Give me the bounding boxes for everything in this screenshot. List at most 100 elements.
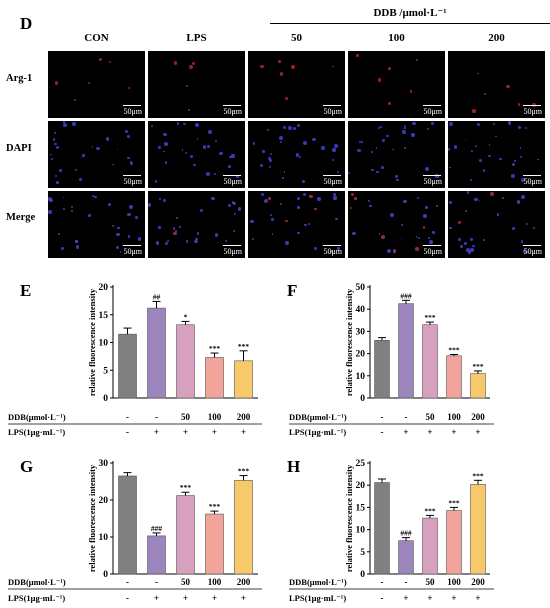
- fluorescence-spot: [537, 158, 539, 161]
- fluorescence-spot: [73, 98, 77, 102]
- fluorescence-spot: [112, 225, 115, 228]
- fluorescence-spot: [163, 133, 167, 137]
- y-axis-title: relative fluorescence intensity: [344, 464, 354, 572]
- fluorescence-spot: [512, 163, 516, 167]
- fluorescence-spot: [516, 199, 521, 204]
- fluorescence-spot: [57, 232, 60, 236]
- fluorescence-spot: [233, 110, 236, 112]
- bar: [446, 510, 462, 575]
- fluorescence-spot: [282, 177, 285, 180]
- fluorescence-spot: [517, 126, 521, 130]
- fluorescence-spot: [264, 198, 269, 203]
- bar: [470, 373, 486, 399]
- significance-mark: ***: [238, 467, 250, 476]
- fluorescence-spot: [48, 210, 53, 215]
- fluorescence-spot: [280, 140, 283, 143]
- fluorescence-spot: [506, 84, 510, 89]
- micrograph: 50μm: [48, 191, 145, 258]
- fluorescence-spot: [396, 178, 399, 182]
- fluorescence-spot: [520, 177, 525, 182]
- fluorescence-spot: [465, 210, 468, 212]
- fluorescence-spot: [279, 136, 284, 140]
- fluorescence-spot: [259, 164, 263, 168]
- micrograph: 50μm: [48, 51, 145, 118]
- y-tick-label: 10: [356, 526, 366, 536]
- fluorescence-spot: [214, 172, 217, 175]
- fluorescence-spot: [232, 229, 235, 233]
- ddb-dose-value: 50: [181, 577, 191, 587]
- ddb-dose-value: 200: [471, 577, 485, 587]
- fluorescence-spot: [464, 138, 467, 141]
- scale-bar-label: 50μm: [123, 177, 142, 186]
- fluorescence-spot: [88, 81, 91, 84]
- fluorescence-spot: [510, 173, 515, 178]
- fluorescence-spot: [496, 213, 500, 216]
- fluorescence-spot: [302, 192, 307, 197]
- fluorescence-spot: [94, 195, 97, 199]
- fluorescence-spot: [52, 138, 56, 141]
- scale-bar-label: 50μm: [423, 177, 442, 186]
- fluorescence-spot: [207, 144, 211, 148]
- fluorescence-spot: [392, 249, 397, 253]
- fluorescence-spot: [107, 202, 111, 206]
- fluorescence-spot: [477, 122, 481, 127]
- micrograph: 50μm: [348, 51, 445, 118]
- ddb-row-label: DDB(μmol·L⁻¹): [289, 412, 347, 422]
- fluorescence-spot: [354, 197, 357, 200]
- fluorescence-spot: [297, 206, 300, 209]
- fluorescence-spot: [475, 144, 478, 147]
- bar: [234, 480, 253, 575]
- fluorescence-spot: [478, 199, 481, 202]
- fluorescence-spot: [425, 166, 430, 171]
- row-label: Arg-1: [6, 73, 33, 84]
- fluorescence-spot: [55, 145, 59, 149]
- fluorescence-spot: [215, 139, 218, 142]
- lps-value: +: [212, 593, 217, 603]
- ddb-dose-value: 200: [237, 577, 251, 587]
- fluorescence-spot: [260, 64, 264, 68]
- y-tick-label: 15: [99, 311, 109, 321]
- lps-value: +: [427, 593, 432, 603]
- fluorescence-spot: [449, 166, 451, 169]
- fluorescence-spot: [377, 77, 382, 82]
- fluorescence-spot: [428, 236, 431, 239]
- y-tick-label: 50: [356, 283, 366, 293]
- bar: [422, 517, 438, 575]
- fluorescence-spot: [493, 122, 495, 125]
- lps-value: +: [241, 427, 246, 437]
- fluorescence-spot: [519, 147, 522, 149]
- ddb-dose-value: 100: [208, 412, 222, 422]
- y-tick-label: 15: [356, 503, 366, 513]
- fluorescence-spot: [390, 213, 395, 217]
- fluorescence-spot: [378, 233, 381, 235]
- fluorescence-spot: [348, 172, 351, 175]
- micrograph: 50μm: [148, 51, 245, 118]
- fluorescence-spot: [403, 147, 407, 150]
- fluorescence-spot: [175, 230, 177, 232]
- fluorescence-spot: [194, 237, 198, 241]
- fluorescence-spot: [424, 206, 428, 210]
- fluorescence-spot: [188, 109, 191, 112]
- fluorescence-spot: [337, 246, 340, 250]
- fluorescence-spot: [193, 163, 196, 167]
- y-tick-label: 10: [99, 533, 109, 543]
- fluorescence-spot: [124, 129, 129, 134]
- fluorescence-spot: [288, 126, 292, 130]
- ddb-dose-value: -: [155, 412, 158, 422]
- fluorescence-spot: [150, 124, 153, 127]
- fluorescence-spot: [533, 226, 536, 229]
- fluorescence-spot: [304, 224, 307, 227]
- scale-bar-label: 50μm: [523, 247, 542, 256]
- fluorescence-spot: [415, 247, 419, 251]
- scale-bar-label: 50μm: [223, 107, 242, 116]
- fluorescence-spot: [284, 97, 288, 101]
- fluorescence-spot: [162, 199, 166, 203]
- fluorescence-spot: [381, 139, 385, 143]
- fluorescence-spot: [164, 141, 168, 146]
- micrograph: 50μm: [248, 51, 345, 118]
- fluorescence-spot: [233, 212, 237, 215]
- fluorescence-spot: [61, 246, 65, 250]
- scale-bar-label: 50μm: [323, 107, 342, 116]
- fluorescence-spot: [193, 239, 198, 244]
- significance-mark: ***: [472, 471, 484, 480]
